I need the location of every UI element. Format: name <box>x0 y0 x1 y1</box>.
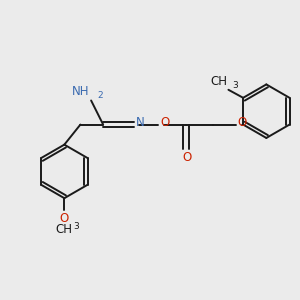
Text: NH: NH <box>72 85 90 98</box>
Text: CH: CH <box>56 223 73 236</box>
Text: O: O <box>60 212 69 225</box>
Text: CH: CH <box>210 75 227 88</box>
Text: O: O <box>160 116 170 130</box>
Text: N: N <box>136 116 145 130</box>
Text: O: O <box>183 151 192 164</box>
Text: 3: 3 <box>232 81 238 90</box>
Text: O: O <box>237 116 247 130</box>
Text: 2: 2 <box>97 91 103 100</box>
Text: 3: 3 <box>73 222 79 231</box>
